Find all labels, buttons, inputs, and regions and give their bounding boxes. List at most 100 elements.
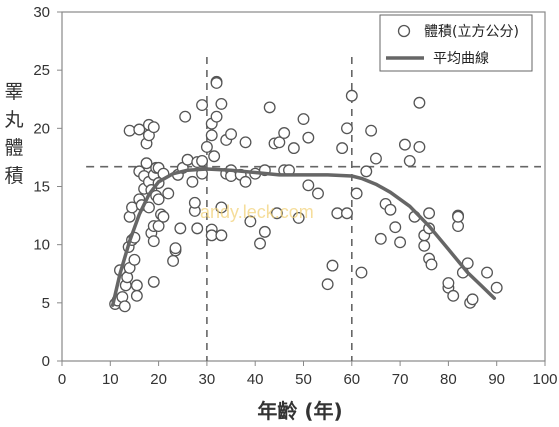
scatter-point (147, 235, 160, 248)
scatter-point (188, 196, 201, 209)
scatter-point (490, 281, 503, 294)
scatter-point (287, 142, 300, 155)
scatter-point (442, 277, 455, 290)
scatter-point (196, 154, 209, 167)
scatter-point (270, 207, 283, 220)
scatter-point (152, 220, 165, 233)
scatter-point (215, 229, 228, 242)
scatter-point (370, 152, 382, 165)
scatter-point (210, 110, 223, 123)
legend-scatter-label: 體積(立方公分) (424, 24, 519, 40)
x-tick-label: 70 (392, 371, 409, 388)
scatter-point (239, 175, 252, 188)
scatter-point (140, 157, 153, 170)
scatter-point (244, 215, 257, 228)
scatter-point (169, 242, 182, 255)
scatter-point (425, 258, 438, 271)
scatter-point (208, 150, 221, 163)
scatter-point (130, 289, 143, 302)
x-tick-label: 20 (150, 371, 167, 388)
axis-ticks: 0 10 20 30 40 50 60 70 80 90 100 0 5 10 15 20 25 30 (33, 4, 557, 388)
scatter-point (196, 99, 209, 112)
scatter-point (210, 77, 223, 89)
x-tick-label: 30 (199, 371, 216, 388)
x-tick-label: 100 (532, 371, 557, 388)
scatter-point (365, 124, 378, 137)
scatter-point (336, 142, 349, 155)
scatter-point (413, 140, 426, 153)
y-tick-label: 20 (33, 120, 50, 137)
x-axis-label: 年齡 (年) (257, 399, 342, 423)
y-tick-label: 25 (33, 62, 50, 79)
scatter-point (341, 207, 353, 220)
x-tick-label: 50 (295, 371, 312, 388)
scatter-point (384, 203, 397, 216)
scatter-point (423, 207, 436, 220)
scatter-point (118, 300, 131, 313)
scatter-point (186, 175, 199, 188)
scatter-point (273, 136, 286, 149)
scatter-point (205, 129, 218, 142)
scatter-point (263, 101, 276, 114)
scatter-point (321, 278, 334, 291)
scatter-point (403, 154, 416, 167)
scatter-point (179, 110, 192, 123)
scatter-point (157, 210, 170, 223)
scatter-point (360, 165, 373, 178)
scatter-point (341, 122, 353, 135)
scatter-point (302, 179, 315, 192)
legend-curve-label: 平均曲線 (433, 51, 489, 67)
scatter-point (239, 136, 252, 149)
scatter-point (215, 97, 228, 110)
x-tick-label: 80 (440, 371, 457, 388)
scatter-point (191, 222, 204, 235)
scatter-point (312, 187, 324, 200)
scatter-point (152, 193, 165, 206)
scatter-point (326, 259, 339, 272)
scatter-point (413, 96, 426, 109)
y-tick-label: 0 (42, 353, 50, 370)
scatter-point (162, 187, 175, 200)
scatter-point (258, 225, 271, 238)
scatter-point (452, 210, 465, 223)
scatter-series (109, 75, 503, 313)
scatter-point (345, 89, 358, 102)
scatter-point (278, 127, 291, 139)
scatter-point (200, 140, 213, 153)
x-tick-label: 60 (343, 371, 360, 388)
x-tick-label: 0 (58, 371, 66, 388)
scatter-point (130, 279, 143, 292)
scatter-point (394, 236, 407, 249)
y-axis-label-char: 積 (4, 165, 23, 187)
scatter-point (481, 266, 493, 279)
scatter-point (350, 187, 363, 200)
scatter-point (181, 153, 194, 166)
scatter-point (398, 138, 411, 151)
scatter-point (461, 257, 474, 270)
scatter-point (254, 237, 266, 250)
scatter-point (225, 170, 238, 182)
scatter-point (466, 293, 479, 306)
scatter-point (447, 289, 460, 302)
scatter-point (128, 253, 141, 266)
scatter-point (225, 128, 238, 141)
mean-curve-line (110, 167, 497, 307)
scatter-point (147, 121, 160, 134)
scatter-point (418, 239, 431, 252)
scatter-point (123, 124, 136, 137)
mean-curve-series (110, 167, 497, 307)
scatter-point (389, 221, 402, 234)
legend-box (379, 14, 533, 72)
x-tick-label: 90 (488, 371, 505, 388)
watermark: andy.leck.com (200, 202, 314, 222)
scatter-point (297, 113, 310, 125)
scatter-point (215, 201, 228, 214)
y-axis-label-char: 丸 (4, 109, 23, 131)
y-tick-label: 10 (33, 237, 50, 254)
y-tick-label: 30 (33, 4, 50, 21)
scatter-point (302, 131, 315, 144)
scatter-point (167, 255, 180, 267)
scatter-point (147, 275, 160, 288)
